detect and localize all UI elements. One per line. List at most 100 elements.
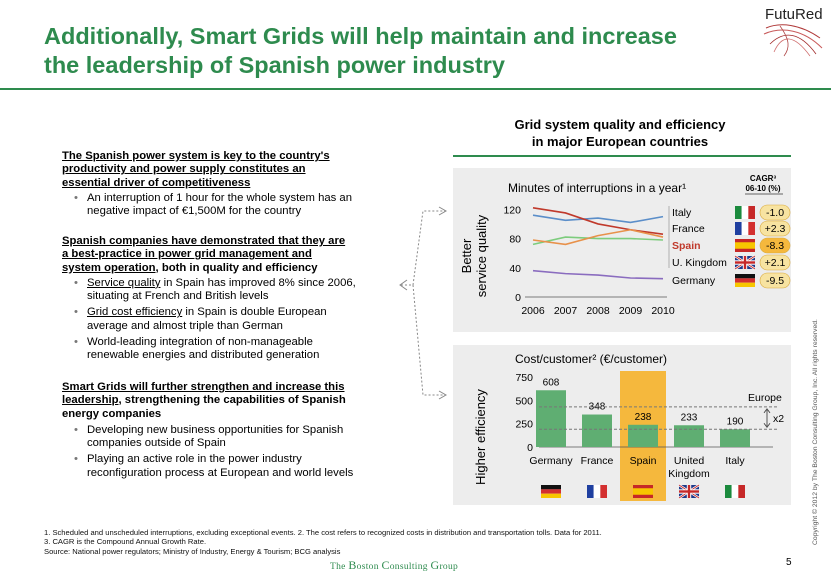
cagr-header-line-1: CAGR³: [750, 174, 777, 183]
bar-value-label: 233: [681, 412, 698, 423]
legend-label: Spain: [672, 240, 701, 252]
france-flag-icon: [587, 485, 607, 498]
wordmark-part: onsulting: [389, 562, 431, 572]
flag-stripe: [593, 485, 601, 498]
x-tick-label: 2006: [521, 305, 545, 317]
bullet-text-line-2: renewable energies and distributed gener…: [87, 349, 320, 362]
bullet-dot: •: [74, 453, 78, 466]
flag-cross: [735, 261, 755, 264]
logo-text: FutuRed: [765, 6, 823, 23]
footnote-source: Source: National power regulators; Minis…: [44, 546, 341, 556]
line-chart-ylabel: Better service quality: [459, 214, 489, 297]
spain-flag-icon: [735, 239, 755, 252]
legend-label: Germany: [672, 275, 716, 287]
flag-stripe: [600, 485, 607, 498]
y-tick-label: 0: [527, 442, 533, 454]
bar-value-label: 238: [635, 412, 652, 423]
bullet-text-line-2: companies outside of Spain: [87, 437, 226, 450]
ylabel-line-1: Better: [459, 238, 474, 273]
footnote-1: 1. Scheduled and unscheduled interruptio…: [44, 528, 602, 537]
cost-per-customer-bar-chart: Cost/customer² (€/customer) Higher effic…: [473, 352, 784, 501]
series-line-germany: [532, 269, 664, 280]
logo-swirl-icon: FutuRed: [763, 6, 823, 57]
cagr-badge: [759, 204, 791, 221]
arrowhead-icon: [438, 206, 448, 216]
right-heading-line-2: in major European countries: [531, 134, 709, 149]
bar-value-label: 190: [727, 416, 744, 427]
bar-united-kingdom: [674, 425, 704, 447]
cagr-value: -8.3: [766, 240, 784, 252]
bar-chart-ylabel: Higher efficiency: [473, 389, 488, 485]
section-1-heading-line-2: productivity and power supply constitute…: [62, 163, 306, 176]
ylabel-text: Higher efficiency: [473, 389, 488, 485]
arrowhead-icon: [438, 390, 448, 400]
flag-stripe: [735, 278, 755, 283]
cagr-value: +2.1: [765, 257, 786, 269]
right-panel-heading: Grid system quality and efficiency in ma…: [470, 116, 770, 150]
bullet-dot: •: [74, 191, 78, 204]
flag-stripe: [748, 222, 755, 235]
section-2-bullet-3: • World-leading integration of non-manag…: [62, 336, 407, 363]
title-divider: [0, 88, 831, 90]
bullet-dot: •: [74, 423, 78, 436]
legend-label: U. Kingdom: [672, 257, 727, 269]
section-1: The Spanish power system is key to the c…: [62, 150, 402, 218]
cagr-badge: [759, 254, 791, 271]
bar-value-label: 348: [589, 402, 606, 413]
spain-flag-icon: [633, 485, 653, 498]
bullet-text-line-1: Developing new business opportunities fo…: [87, 423, 344, 436]
bar-spain: [628, 424, 658, 447]
section-1-heading-line-1: The Spanish power system is key to the c…: [62, 150, 330, 162]
section-1-bullet-1: • An interruption of 1 hour for the whol…: [62, 192, 402, 219]
bar-value-label: 608: [543, 377, 560, 388]
bullet-text-line-2: reconfiguration process at European and …: [87, 466, 354, 479]
series-line-france: [532, 236, 664, 246]
flag-stripe: [735, 282, 755, 287]
connector-to-quality-chart: [401, 210, 445, 286]
wordmark-part: oston: [356, 562, 382, 572]
section-3-heading-line-3: energy companies: [62, 407, 162, 420]
bar-chart-plot: 0 250 500 750 608 Germany 348 France 238 Spain 233…: [515, 371, 784, 501]
y-tick-label: 40: [509, 263, 521, 275]
cagr-value: -9.5: [766, 275, 784, 287]
x-tick-label: 2009: [619, 305, 643, 317]
bar-germany: [536, 390, 566, 447]
category-label: Kingdom: [668, 468, 710, 480]
reference-label: Europe: [748, 392, 782, 404]
section-3-bullet-2: • Playing an active role in the power in…: [62, 453, 407, 480]
italy-flag-icon: [725, 485, 745, 498]
copyright-notice: Copyright © 2012 by The Boston Consultin…: [812, 319, 819, 545]
quality-chart-panel: [453, 168, 791, 332]
y-tick-label: 500: [515, 395, 533, 407]
y-tick-label: 750: [515, 372, 533, 384]
legend-label: Italy: [672, 207, 692, 219]
futured-logo: FutuRed: [760, 4, 826, 58]
cagr-badge: [759, 272, 791, 289]
bar-france: [582, 414, 612, 447]
uk-flag-icon: [678, 483, 700, 500]
series-line-u-kingdom: [532, 228, 664, 246]
flag-stripe: [735, 274, 755, 279]
x-tick-label: 2007: [554, 305, 578, 317]
bullet-dot: •: [74, 336, 78, 349]
flag-stripe: [735, 222, 742, 235]
section-1-heading: The Spanish power system is key to the c…: [62, 150, 402, 190]
cagr-value: -1.0: [766, 207, 784, 219]
arrowhead-up-icon: [763, 408, 771, 414]
flag-stripe: [741, 206, 749, 219]
flag-stripe: [741, 222, 749, 235]
bullet-text-line-2: negative impact of €1,500M for the count…: [87, 205, 302, 218]
series-line-italy: [532, 214, 664, 224]
flag-stripe: [735, 206, 742, 219]
bullet-text-line-1: An interruption of 1 hour for the whole …: [87, 191, 352, 204]
bullet-text-line-2: situating at French and British levels: [87, 290, 269, 303]
section-3: Smart Grids will further strengthen and …: [62, 381, 407, 480]
category-label: Italy: [725, 455, 745, 467]
line-chart-title: Minutes of interruptions in a year¹: [508, 181, 686, 195]
x-tick-label: 2008: [586, 305, 610, 317]
x-tick-label: 2010: [651, 305, 675, 317]
flag-stripe: [738, 485, 745, 498]
bullet-dot: •: [74, 306, 78, 319]
cagr-header-line-2: 06-10 (%): [745, 184, 780, 193]
section-2-bullet-1: • Service quality in Spain has improved …: [62, 277, 407, 304]
